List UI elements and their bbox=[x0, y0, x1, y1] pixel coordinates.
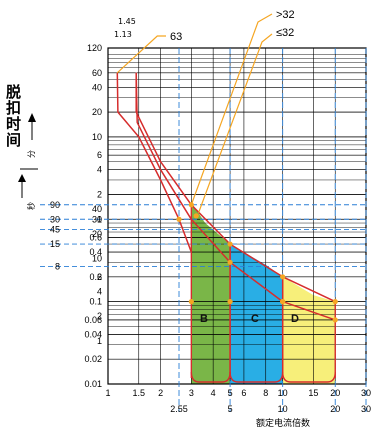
sub-axis-label: 30 bbox=[361, 404, 371, 414]
sub-axis-label: 10 bbox=[278, 404, 288, 414]
annotation-le32: ≤32 bbox=[276, 27, 294, 39]
y-tick-label-seconds: 1 bbox=[97, 336, 102, 346]
trip-curve-1 bbox=[116, 72, 193, 253]
y-tick-label: 60 bbox=[92, 68, 102, 78]
seconds-mark: 8 bbox=[55, 262, 60, 272]
y-tick-label: 0.01 bbox=[84, 379, 102, 389]
x-tick-label: 20 bbox=[330, 388, 340, 398]
y-axis-title-char-2: 扣 bbox=[6, 99, 21, 117]
zone-label-d: D bbox=[291, 313, 299, 325]
callouts bbox=[116, 13, 273, 213]
y-axis-title-char-3: 时 bbox=[6, 115, 21, 133]
zone-border-bottom bbox=[190, 371, 231, 383]
y-tick-label-seconds: 2 bbox=[97, 311, 102, 321]
marker-point bbox=[176, 216, 182, 222]
marker-point bbox=[227, 259, 233, 265]
marker-point bbox=[280, 274, 286, 280]
y-tick-label: 0.2 bbox=[89, 272, 102, 282]
zone-border-bottom bbox=[229, 371, 284, 383]
seconds-mark: 15 bbox=[50, 239, 60, 249]
y-tick-label: 0.6 bbox=[89, 233, 102, 243]
x-tick-label: 2 bbox=[158, 388, 163, 398]
y-tick-label-seconds: 40 bbox=[92, 204, 102, 214]
y-tick-label-seconds: 20 bbox=[92, 229, 102, 239]
y-tick-label: 120 bbox=[87, 43, 102, 53]
zone-label-b: B bbox=[200, 313, 208, 325]
seconds-mark: 30 bbox=[50, 214, 60, 224]
x-tick-label: 30 bbox=[361, 388, 371, 398]
marker-point bbox=[332, 299, 338, 305]
y-axis-title-char-4: 间 bbox=[6, 131, 21, 149]
callout-63 bbox=[116, 35, 166, 74]
marker-point bbox=[227, 299, 233, 305]
x-tick-label: 15 bbox=[308, 388, 318, 398]
y-tick-label-seconds: 6 bbox=[97, 272, 102, 282]
y-tick-label: 0.06 bbox=[84, 315, 102, 325]
annotation-gt32: >32 bbox=[276, 9, 295, 21]
y-tick-label-seconds: 4 bbox=[97, 286, 102, 296]
x-tick-label: 10 bbox=[278, 388, 288, 398]
x-tick-label: 1 bbox=[105, 388, 110, 398]
annotation-63: 63 bbox=[170, 31, 182, 43]
y-tick-label: 10 bbox=[92, 132, 102, 142]
y-axis-title-char-1: 脱 bbox=[6, 83, 21, 101]
y-tick-label: 4 bbox=[97, 165, 102, 175]
y-tick-label: 20 bbox=[92, 107, 102, 117]
top-label-1-45: 1.45 bbox=[118, 17, 136, 26]
unit-seconds: 秒 bbox=[26, 202, 36, 210]
y-tick-label: 1 bbox=[97, 214, 102, 224]
x-tick-labels: 1 1.5 2 3 4 5 6 8 10 15 20 30 2.55 5 10 20 30 bbox=[105, 388, 371, 414]
marker-point bbox=[188, 299, 194, 305]
minutes-mark: 90 bbox=[50, 200, 60, 210]
y-tick-label: 40 bbox=[92, 82, 102, 92]
marker-point bbox=[227, 241, 233, 247]
callout-gt32 bbox=[190, 13, 273, 205]
y-tick-label-seconds: 30 bbox=[92, 214, 102, 224]
x-tick-label: 8 bbox=[263, 388, 268, 398]
dashed-guides bbox=[40, 48, 367, 412]
unit-minutes: 分 bbox=[27, 150, 36, 158]
y-tick-label: 0.1 bbox=[89, 297, 102, 307]
y-tick-label: 0.04 bbox=[84, 329, 102, 339]
minutes-mark: 45 bbox=[50, 225, 60, 235]
x-tick-label: 1.5 bbox=[132, 388, 145, 398]
sub-axis-label: 2.55 bbox=[170, 404, 188, 414]
zone-border-bottom bbox=[281, 371, 336, 383]
zone-fill-c bbox=[230, 244, 283, 384]
y-tick-labels: 1206040201064210.60.40.20.10.060.040.020… bbox=[84, 43, 102, 389]
marker-point bbox=[188, 202, 194, 208]
x-axis-title: 额定电流倍数 bbox=[256, 417, 310, 429]
callout-le32 bbox=[198, 33, 273, 213]
marker-point bbox=[193, 213, 199, 219]
sub-axis-label: 20 bbox=[330, 404, 340, 414]
zone-areas bbox=[191, 202, 336, 384]
y-tick-label: 6 bbox=[97, 150, 102, 160]
y-axis-arrow-head bbox=[28, 113, 36, 122]
top-label-1-13: 1.13 bbox=[114, 30, 132, 39]
x-tick-label: 6 bbox=[241, 388, 246, 398]
y-axis-title: 脱 扣 时 间 bbox=[6, 83, 36, 149]
y-tick-label: 0.4 bbox=[89, 247, 102, 257]
zone-fill-b bbox=[191, 202, 231, 384]
zone-label-c: C bbox=[251, 313, 259, 325]
seconds-arrow-head bbox=[18, 174, 26, 182]
y-tick-label: 2 bbox=[97, 189, 102, 199]
y-tick-label-seconds: 10 bbox=[92, 254, 102, 264]
y-tick-label: 0.02 bbox=[84, 354, 102, 364]
unit-markers: 分 秒 bbox=[18, 150, 38, 210]
x-tick-label: 3 bbox=[189, 388, 194, 398]
zone-fill-d bbox=[282, 276, 336, 384]
marker-point bbox=[280, 299, 286, 305]
grid bbox=[107, 47, 367, 385]
points bbox=[176, 202, 338, 323]
sub-axis-label: 5 bbox=[228, 404, 233, 414]
marker-point bbox=[332, 317, 338, 323]
x-tick-label: 5 bbox=[228, 388, 233, 398]
x-tick-label: 4 bbox=[211, 388, 216, 398]
zone-borders bbox=[190, 202, 336, 383]
